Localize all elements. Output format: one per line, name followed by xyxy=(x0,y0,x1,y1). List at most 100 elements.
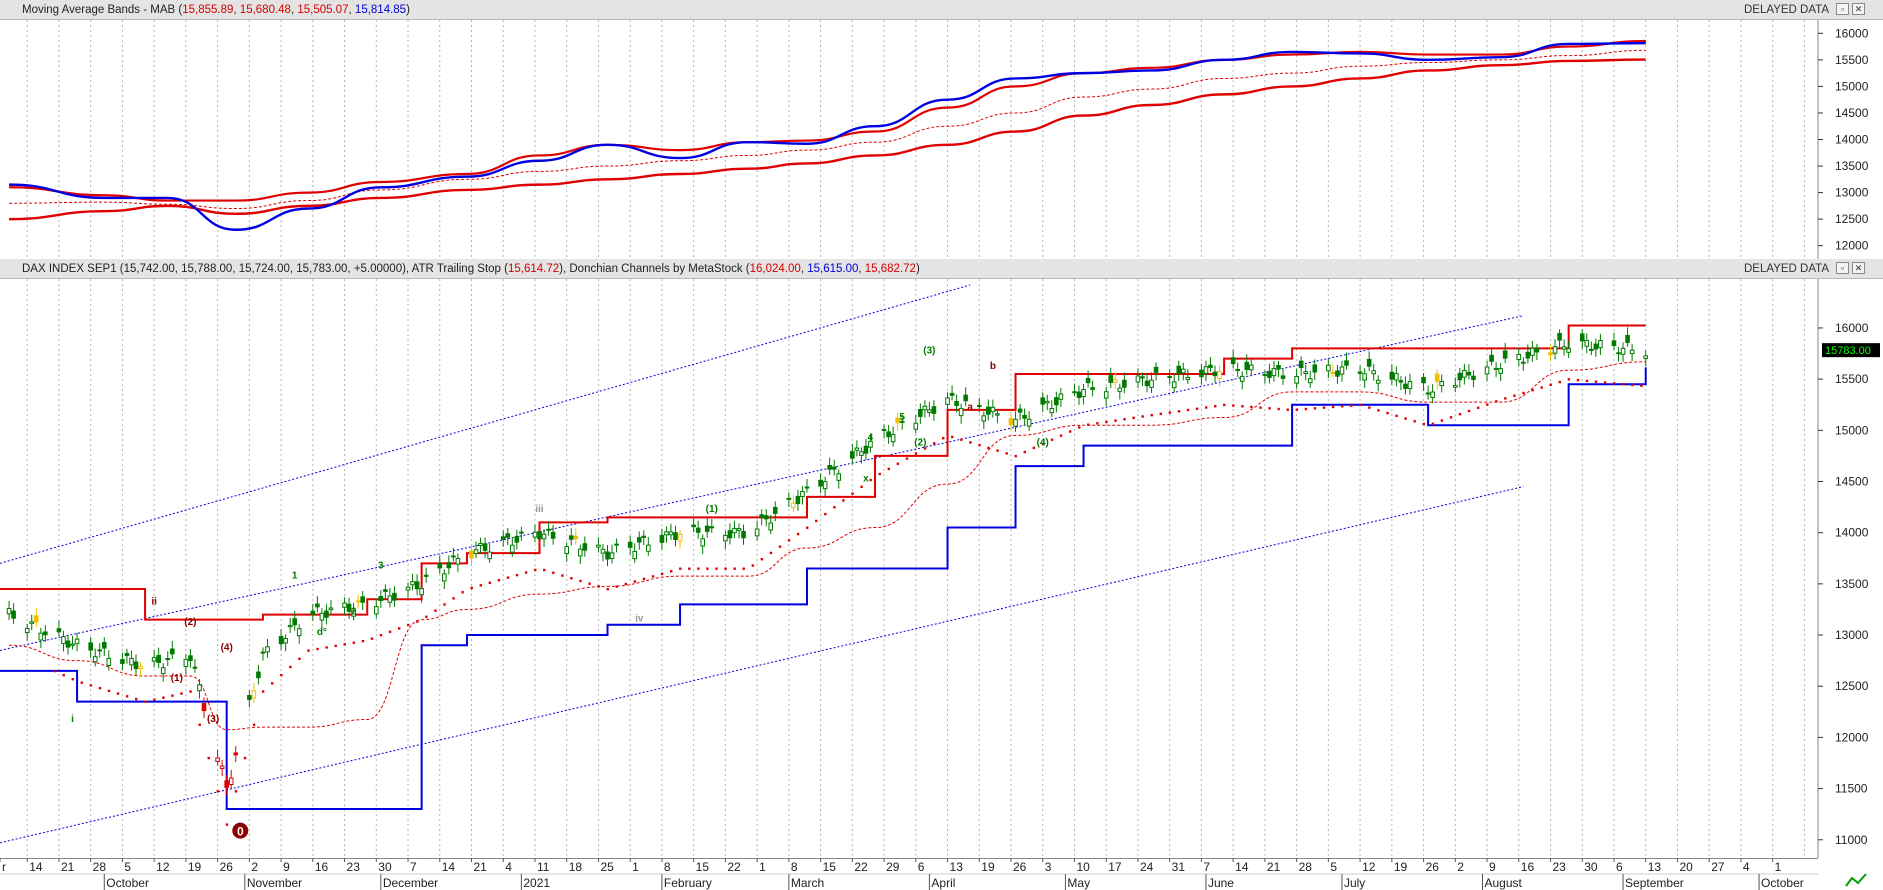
date-tick-label: 6 xyxy=(918,860,925,874)
atr-stop-dot xyxy=(1023,450,1027,454)
candle-body xyxy=(736,528,742,531)
candle-body xyxy=(1262,374,1268,377)
candle-body xyxy=(446,562,452,569)
atr-stop-dot xyxy=(370,637,374,640)
donchian-mid-value: 15,682.72 xyxy=(864,263,916,275)
atr-stop-dot xyxy=(760,558,764,561)
candle-body xyxy=(958,408,964,417)
date-tick-label: 12 xyxy=(156,860,170,874)
candle-body xyxy=(1453,384,1458,388)
candle-body xyxy=(986,406,991,415)
atr-stop-dot xyxy=(887,467,890,471)
candle-body xyxy=(759,514,764,518)
wave-label: iv xyxy=(635,614,644,625)
atr-stop-dot xyxy=(316,647,319,651)
candle-body xyxy=(1208,364,1213,368)
candle-body xyxy=(1276,365,1281,370)
candle-body xyxy=(505,533,511,538)
atr-stop-dot xyxy=(633,580,637,583)
atr-stop-dot xyxy=(996,449,999,452)
date-tick-label: 21 xyxy=(61,860,75,874)
candle-body xyxy=(1248,364,1254,371)
close-icon[interactable]: ✕ xyxy=(1852,262,1865,274)
candle-body xyxy=(1008,418,1014,426)
atr-stop-dot xyxy=(1549,383,1552,386)
candle-body xyxy=(1085,378,1091,384)
mab-chart[interactable]: 12000 12500 13000 13500 14000 14500 15000 15500… xyxy=(0,20,1883,259)
wave-label: ii xyxy=(151,596,157,607)
candle-body xyxy=(691,524,696,528)
wave-label: (2) xyxy=(914,438,926,449)
atr-stop-dot xyxy=(271,682,274,685)
candle-body xyxy=(160,667,166,675)
candle-body xyxy=(1044,400,1050,404)
bottom-delayed-data-label: DELAYED DATA xyxy=(1744,263,1829,275)
y-tick-label: 14000 xyxy=(1835,133,1869,147)
candle-body xyxy=(886,431,891,438)
dax-title-text: DAX INDEX SEP1 (15,742.00, 15,788.00, 15… xyxy=(22,263,508,275)
close-icon[interactable]: ✕ xyxy=(1852,3,1865,15)
wave-label: x xyxy=(863,473,869,484)
atr-stop-dot xyxy=(606,587,609,591)
atr-stop-dot xyxy=(343,643,346,646)
atr-stop-dot xyxy=(769,551,773,555)
candle-body xyxy=(373,606,379,615)
candle-body xyxy=(510,544,515,553)
y-tick-label: 14000 xyxy=(1835,526,1869,540)
atr-stop-dot xyxy=(679,567,682,570)
atr-stop-dot xyxy=(932,442,936,445)
candle-body xyxy=(124,653,130,657)
atr-stop-dot xyxy=(1576,378,1580,382)
candle-body xyxy=(573,535,579,540)
atr-stop-dot xyxy=(289,665,292,669)
atr-stop-dot xyxy=(588,582,591,585)
candle-body xyxy=(1054,397,1059,406)
bottom-panel-titlebar: DAX INDEX SEP1 (15,742.00, 15,788.00, 15… xyxy=(0,259,1883,279)
candle-body xyxy=(854,447,860,451)
regression-channel-line xyxy=(0,315,1524,651)
dax-price-chart[interactable]: 11000 11500 12000 12500 13000 13500 14000 14500… xyxy=(0,279,1883,858)
date-tick-label: 25 xyxy=(600,860,614,874)
atr-stop-dot xyxy=(579,579,582,583)
mab-value-4: 15,814.85 xyxy=(354,4,407,16)
candle-body xyxy=(1135,375,1141,383)
atr-stop-dot xyxy=(1413,420,1416,423)
atr-stop-dot xyxy=(942,436,945,440)
restore-icon[interactable]: ▫ xyxy=(1836,262,1849,274)
candle-body xyxy=(741,530,746,539)
atr-stop-dot xyxy=(778,545,782,548)
candle-body xyxy=(899,420,905,423)
atr-stop-dot xyxy=(1558,380,1561,384)
donchian-upper-value: 16,024.00 xyxy=(749,263,801,275)
candle-body xyxy=(1103,391,1109,399)
candle-body xyxy=(1616,352,1621,355)
candle-body xyxy=(183,658,189,668)
candle-body xyxy=(56,628,62,633)
atr-stop-dot xyxy=(923,447,927,450)
candle-body xyxy=(346,603,352,612)
atr-stop-dot xyxy=(796,532,800,536)
regression-channel-line xyxy=(0,284,971,564)
date-tick-label: 26 xyxy=(220,860,234,874)
atr-stop-dot xyxy=(280,673,283,677)
date-tick-label: 19 xyxy=(981,860,995,874)
candle-body xyxy=(1171,381,1177,389)
date-tick-label: 14 xyxy=(29,860,43,874)
candle-body xyxy=(519,531,524,534)
y-tick-label: 12000 xyxy=(1835,239,1869,253)
atr-stop-dot xyxy=(1195,407,1199,410)
restore-icon[interactable]: ▫ xyxy=(1836,3,1849,15)
candle-body xyxy=(1521,361,1526,364)
atr-stop-dot xyxy=(1141,415,1144,418)
candle-body xyxy=(945,397,950,405)
atr-stop-dot xyxy=(1495,400,1498,403)
last-price-box xyxy=(1822,343,1880,358)
candle-body xyxy=(1026,418,1032,427)
candle-body xyxy=(151,657,157,662)
candle-body xyxy=(1122,379,1127,388)
candle-body xyxy=(1049,407,1055,414)
atr-stop-dot xyxy=(552,571,555,574)
candle-body xyxy=(201,703,207,712)
y-tick-label: 13000 xyxy=(1835,628,1869,642)
atr-stop-dot xyxy=(434,609,437,612)
